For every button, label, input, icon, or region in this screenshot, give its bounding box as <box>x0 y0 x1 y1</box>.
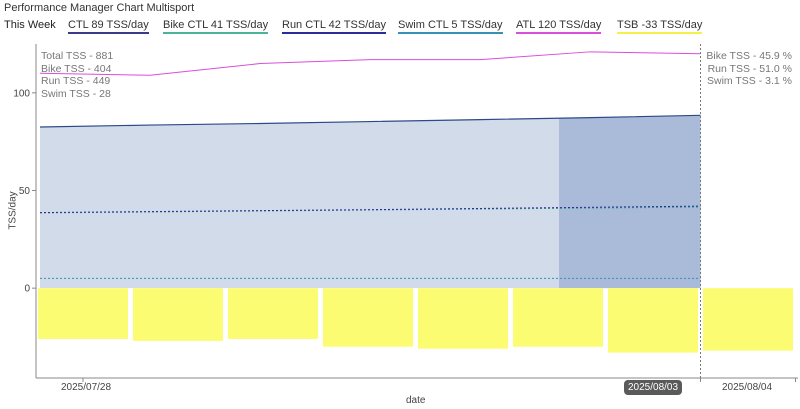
y-tick-label: 100 <box>13 88 30 99</box>
y-axis-label: TSS/day <box>7 191 19 230</box>
tsb-bar <box>703 288 793 351</box>
legend-this-week: This Week <box>4 19 56 31</box>
x-tick-label-0804: 2025/08/04 <box>722 382 773 393</box>
tsb-bar <box>228 288 318 339</box>
hover-date-badge: 2025/08/03 <box>624 380 683 395</box>
page-title: Performance Manager Chart Multisport <box>4 2 195 14</box>
stat-bike-tss: Bike TSS - 404 <box>41 62 112 75</box>
tsb-bar <box>133 288 223 341</box>
legend-item-ctl[interactable]: CTL 89 TSS/day <box>68 19 149 34</box>
stat-total-tss: Total TSS - 881 <box>41 50 114 62</box>
legend-item-run-ctl[interactable]: Run CTL 42 TSS/day <box>282 19 386 34</box>
ctl-area <box>40 115 701 289</box>
stat-swim-tss: Swim TSS - 28 <box>41 87 111 100</box>
stat-bike-pct: Bike TSS - 45.9 % <box>706 50 792 62</box>
stat-swim-pct: Swim TSS - 3.1 % <box>707 75 792 87</box>
tsb-bar <box>323 288 413 347</box>
legend-item-bike-ctl[interactable]: Bike CTL 41 TSS/day <box>163 19 269 34</box>
stats-right: Bike TSS - 45.9 % Run TSS - 51.0 % Swim … <box>706 50 792 88</box>
ctl-line <box>39 114 701 128</box>
legend-item-atl[interactable]: ATL 120 TSS/day <box>516 19 602 34</box>
stat-run-tss: Run TSS - 449 <box>41 75 111 87</box>
x-axis-label: date <box>406 395 426 406</box>
legend: This Week CTL 89 TSS/day Bike CTL 41 TSS… <box>0 19 800 35</box>
x-tick-label-0728: 2025/07/28 <box>61 382 112 393</box>
ctl-area-current-week <box>559 115 701 289</box>
atl-line <box>39 51 701 76</box>
legend-item-swim-ctl[interactable]: Swim CTL 5 TSS/day <box>398 19 503 34</box>
stat-run-pct: Run TSS - 51.0 % <box>707 62 792 75</box>
tsb-bar <box>513 288 603 347</box>
legend-item-tsb[interactable]: TSB -33 TSS/day <box>617 19 703 34</box>
tsb-bar <box>38 288 128 339</box>
tsb-bar <box>418 288 508 349</box>
stats-left: Total TSS - 881 Bike TSS - 404 Run TSS -… <box>41 50 113 100</box>
y-tick-label: 50 <box>19 186 31 197</box>
y-tick-label: 0 <box>24 284 30 295</box>
tsb-bar <box>608 288 698 353</box>
